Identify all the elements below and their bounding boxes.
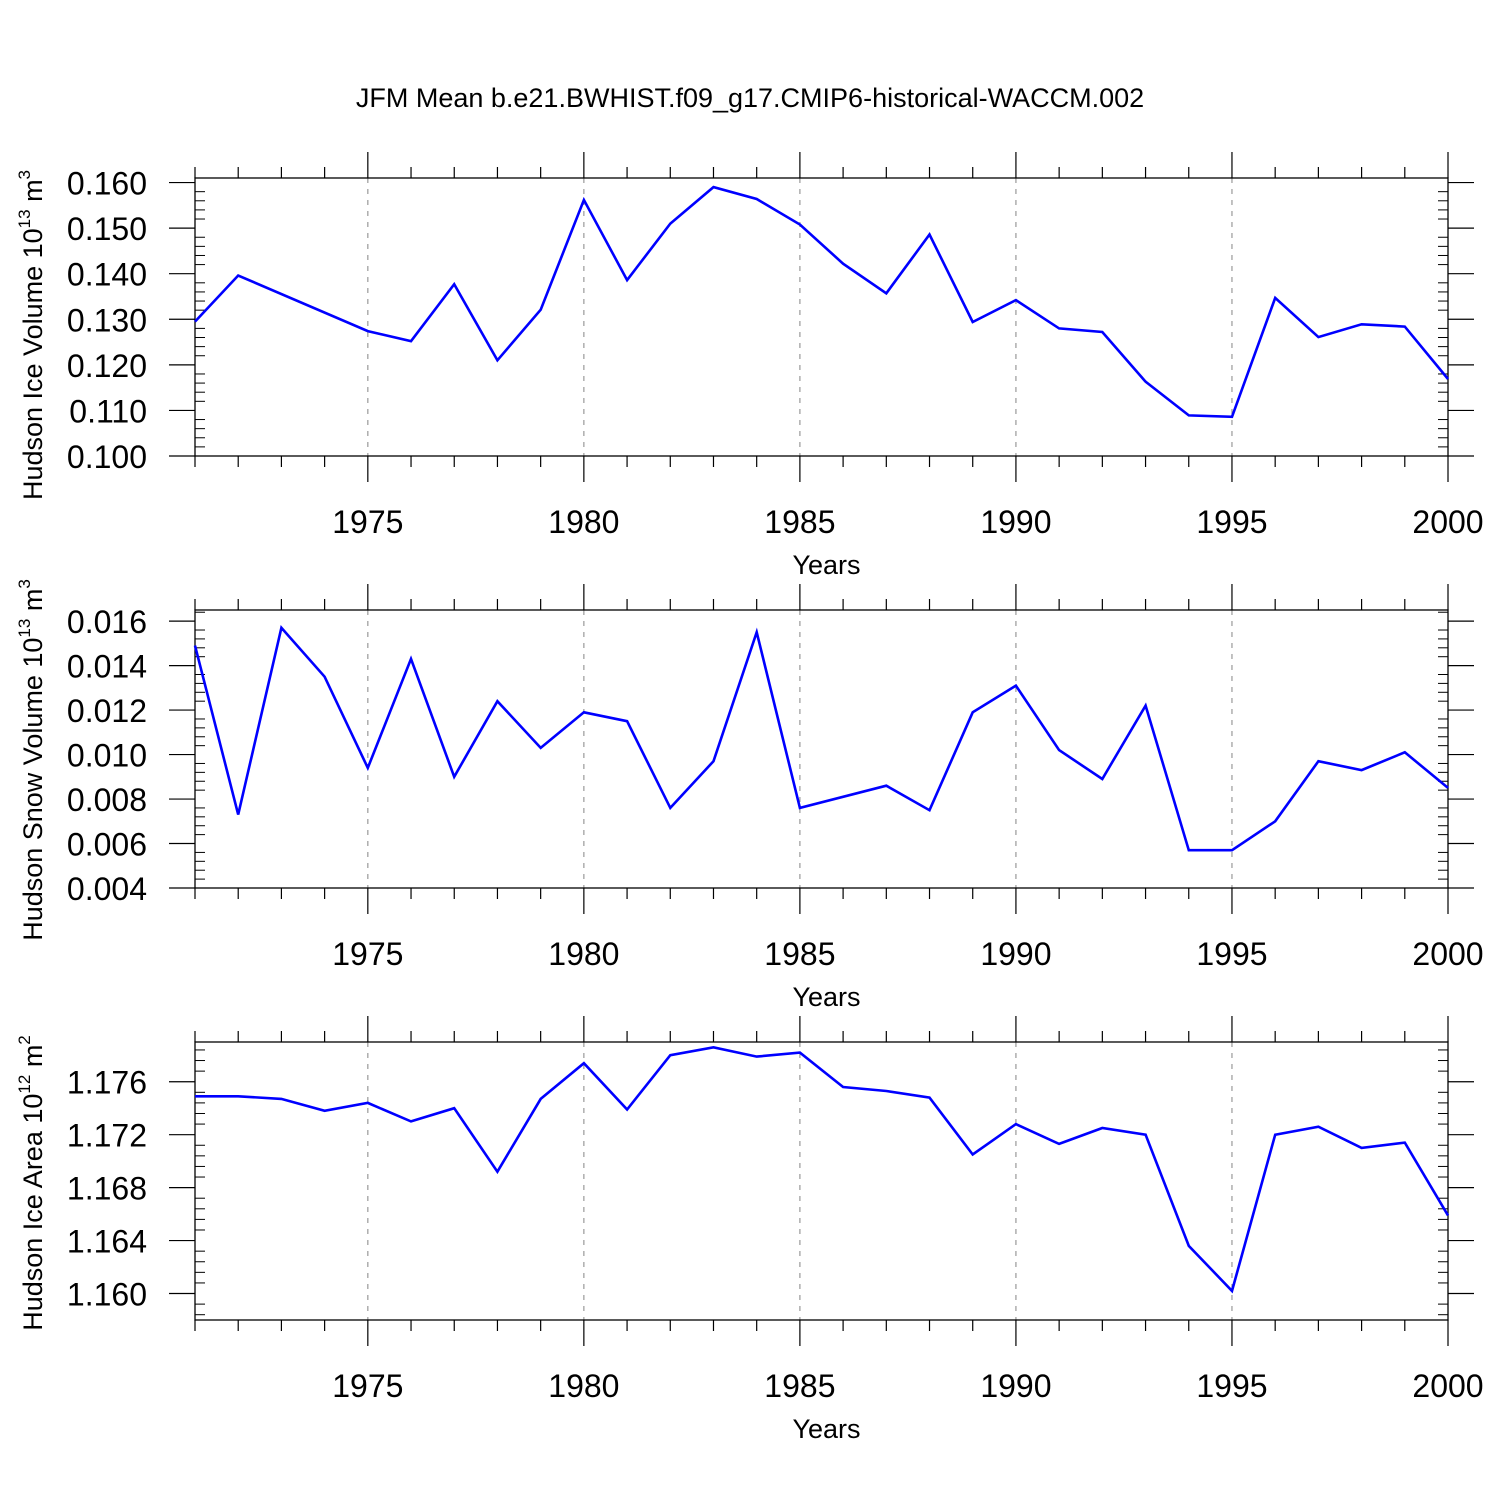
x-tick-label: 1995: [1196, 936, 1267, 972]
x-tick-label: 1995: [1196, 1368, 1267, 1404]
x-axis-label: Years: [792, 550, 860, 580]
x-tick-label: 1990: [980, 1368, 1051, 1404]
y-tick-label: 1.172: [67, 1118, 147, 1154]
figure-title: JFM Mean b.e21.BWHIST.f09_g17.CMIP6-hist…: [356, 83, 1144, 113]
y-tick-label: 0.160: [67, 166, 147, 202]
y-tick-label: 0.012: [67, 693, 147, 729]
series-line: [193, 625, 1449, 852]
x-tick-label: 1975: [332, 504, 403, 540]
y-tick-label: 1.160: [67, 1277, 147, 1313]
x-tick-label: 1990: [980, 936, 1051, 972]
panel-1: 0.100 0.110 0.120 0.130 0.140 0.150 0.160 1975 1…: [15, 152, 1484, 580]
y-tick-label: 0.140: [67, 257, 147, 293]
plot-frame: [194, 1041, 1449, 1321]
y-axis-label-text: m: [18, 1045, 48, 1075]
x-tick-label: 1980: [548, 504, 619, 540]
x-tick-label: 1975: [332, 936, 403, 972]
y-axis-label-text: Hudson Ice Volume 10: [18, 228, 48, 500]
y-tick-label: 0.130: [67, 302, 147, 338]
y-tick-label: 0.008: [67, 782, 147, 818]
x-tick-label: 2000: [1412, 936, 1483, 972]
y-axis-label-superscript: 2: [15, 1035, 34, 1044]
y-axis-label-text: Hudson Ice Area 10: [18, 1094, 48, 1331]
x-tick-label: 1985: [764, 1368, 835, 1404]
y-tick-label: 1.164: [67, 1224, 147, 1260]
y-axis-label-text: Hudson Snow Volume 10: [18, 638, 48, 941]
x-tick-label: 1990: [980, 504, 1051, 540]
y-axis-label-superscript: 3: [15, 170, 34, 179]
y-axis-label-superscript: 12: [15, 1075, 34, 1094]
panel-3: 1.160 1.164 1.168 1.172 1.176 1975 1980 1985 199…: [15, 1016, 1484, 1444]
y-tick-label: 0.120: [67, 348, 147, 384]
y-tick-label: 0.016: [67, 604, 147, 640]
x-tick-label: 2000: [1412, 1368, 1483, 1404]
y-axis-label-text: m: [18, 589, 48, 619]
y-tick-label: 1.176: [67, 1065, 147, 1101]
y-tick-label: 0.006: [67, 827, 147, 863]
y-axis-label: Hudson Ice Area 1012 m2: [15, 1035, 48, 1331]
plot-frame: [194, 177, 1449, 457]
x-tick-label: 1995: [1196, 504, 1267, 540]
y-axis-label-superscript: 3: [15, 579, 34, 588]
x-axis-label: Years: [792, 982, 860, 1012]
y-tick-label: 1.168: [67, 1171, 147, 1207]
y-axis-label-superscript: 13: [15, 209, 34, 228]
y-axis-label: Hudson Snow Volume 1013 m3: [15, 579, 48, 941]
x-tick-label: 2000: [1412, 504, 1483, 540]
x-tick-label: 1980: [548, 936, 619, 972]
y-axis-label-text: m: [18, 179, 48, 209]
y-axis-label-superscript: 13: [15, 619, 34, 638]
y-tick-label: 0.100: [67, 439, 147, 475]
y-tick-label: 0.014: [67, 649, 147, 685]
x-tick-label: 1985: [764, 504, 835, 540]
x-tick-label: 1985: [764, 936, 835, 972]
x-tick-label: 1980: [548, 1368, 619, 1404]
y-tick-label: 0.004: [67, 871, 147, 907]
x-axis-label: Years: [792, 1414, 860, 1444]
y-tick-label: 0.110: [69, 393, 147, 429]
panel-2: 0.004 0.006 0.008 0.010 0.012 0.014 0.016 1975 1…: [15, 579, 1484, 1012]
y-axis-label: Hudson Ice Volume 1013 m3: [15, 170, 48, 500]
plot-frame: [194, 609, 1449, 889]
y-tick-label: 0.150: [67, 211, 147, 247]
x-tick-label: 1975: [332, 1368, 403, 1404]
series-line: [194, 185, 1450, 419]
y-tick-label: 0.010: [67, 738, 147, 774]
series-line: [195, 1045, 1450, 1294]
